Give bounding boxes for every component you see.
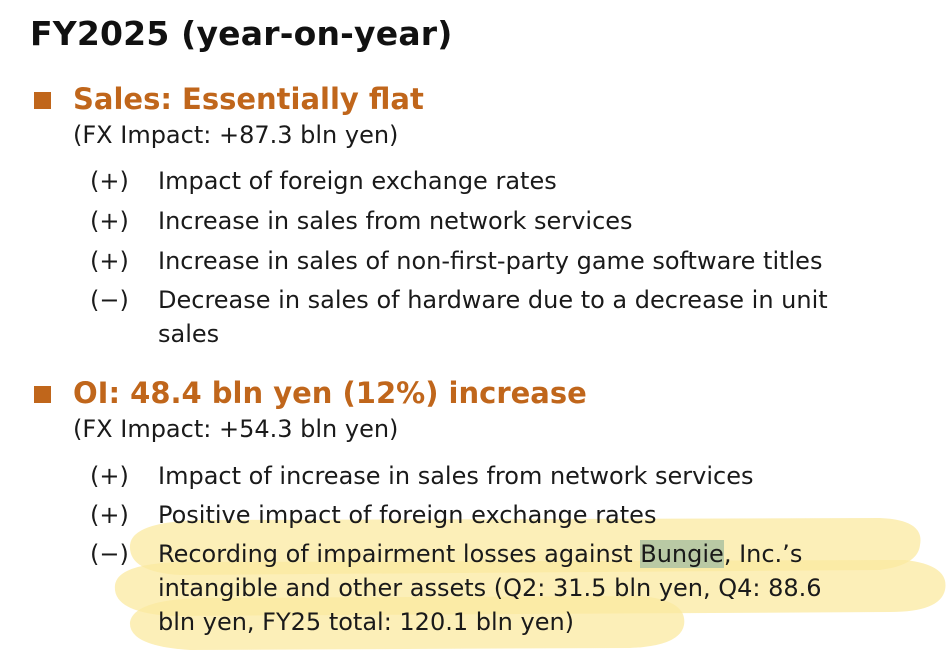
square-bullet-icon [34, 91, 51, 109]
sign-label: (+) [90, 167, 129, 195]
section-heading-oi: OI: 48.4 bln yen (12%) increase [34, 376, 587, 410]
fx-impact-oi: (FX Impact: +54.3 bln yen) [73, 415, 399, 443]
item-text-after: , Inc.’s intangible and other assets (Q2… [158, 540, 822, 636]
sign-label: (+) [90, 462, 129, 490]
list-item: (+) Positive impact of foreign exchange … [90, 498, 930, 532]
section-heading-text: OI: 48.4 bln yen (12%) increase [73, 376, 587, 410]
square-bullet-icon [34, 385, 51, 403]
sign-label: (+) [90, 501, 129, 529]
sign-label: (+) [90, 207, 129, 235]
fx-impact-sales: (FX Impact: +87.3 bln yen) [73, 121, 399, 149]
list-item: (+) Increase in sales of non-first-party… [90, 244, 930, 278]
list-item: (−) Decrease in sales of hardware due to… [90, 283, 860, 351]
item-text: Decrease in sales of hardware due to a d… [158, 286, 828, 348]
item-text: Increase in sales of non-first-party gam… [158, 247, 823, 275]
sign-label: (−) [90, 286, 129, 314]
list-item: (−) Recording of impairment losses again… [90, 537, 860, 639]
item-text: Recording of impairment losses against B… [158, 537, 860, 639]
list-item: (+) Impact of foreign exchange rates [90, 164, 930, 198]
item-text: Impact of increase in sales from network… [158, 462, 754, 490]
item-text-before: Recording of impairment losses against [158, 540, 641, 568]
sign-label: (−) [90, 540, 129, 568]
item-text: Increase in sales from network services [158, 207, 633, 235]
item-text: Impact of foreign exchange rates [158, 167, 557, 195]
list-item: (+) Impact of increase in sales from net… [90, 459, 930, 493]
highlighted-word: Bungie [640, 540, 724, 568]
sign-label: (+) [90, 247, 129, 275]
item-text: Positive impact of foreign exchange rate… [158, 501, 657, 529]
section-heading-text: Sales: Essentially flat [73, 82, 424, 116]
list-item: (+) Increase in sales from network servi… [90, 204, 930, 238]
page-title: FY2025 (year-on-year) [30, 14, 453, 53]
section-heading-sales: Sales: Essentially flat [34, 82, 424, 116]
